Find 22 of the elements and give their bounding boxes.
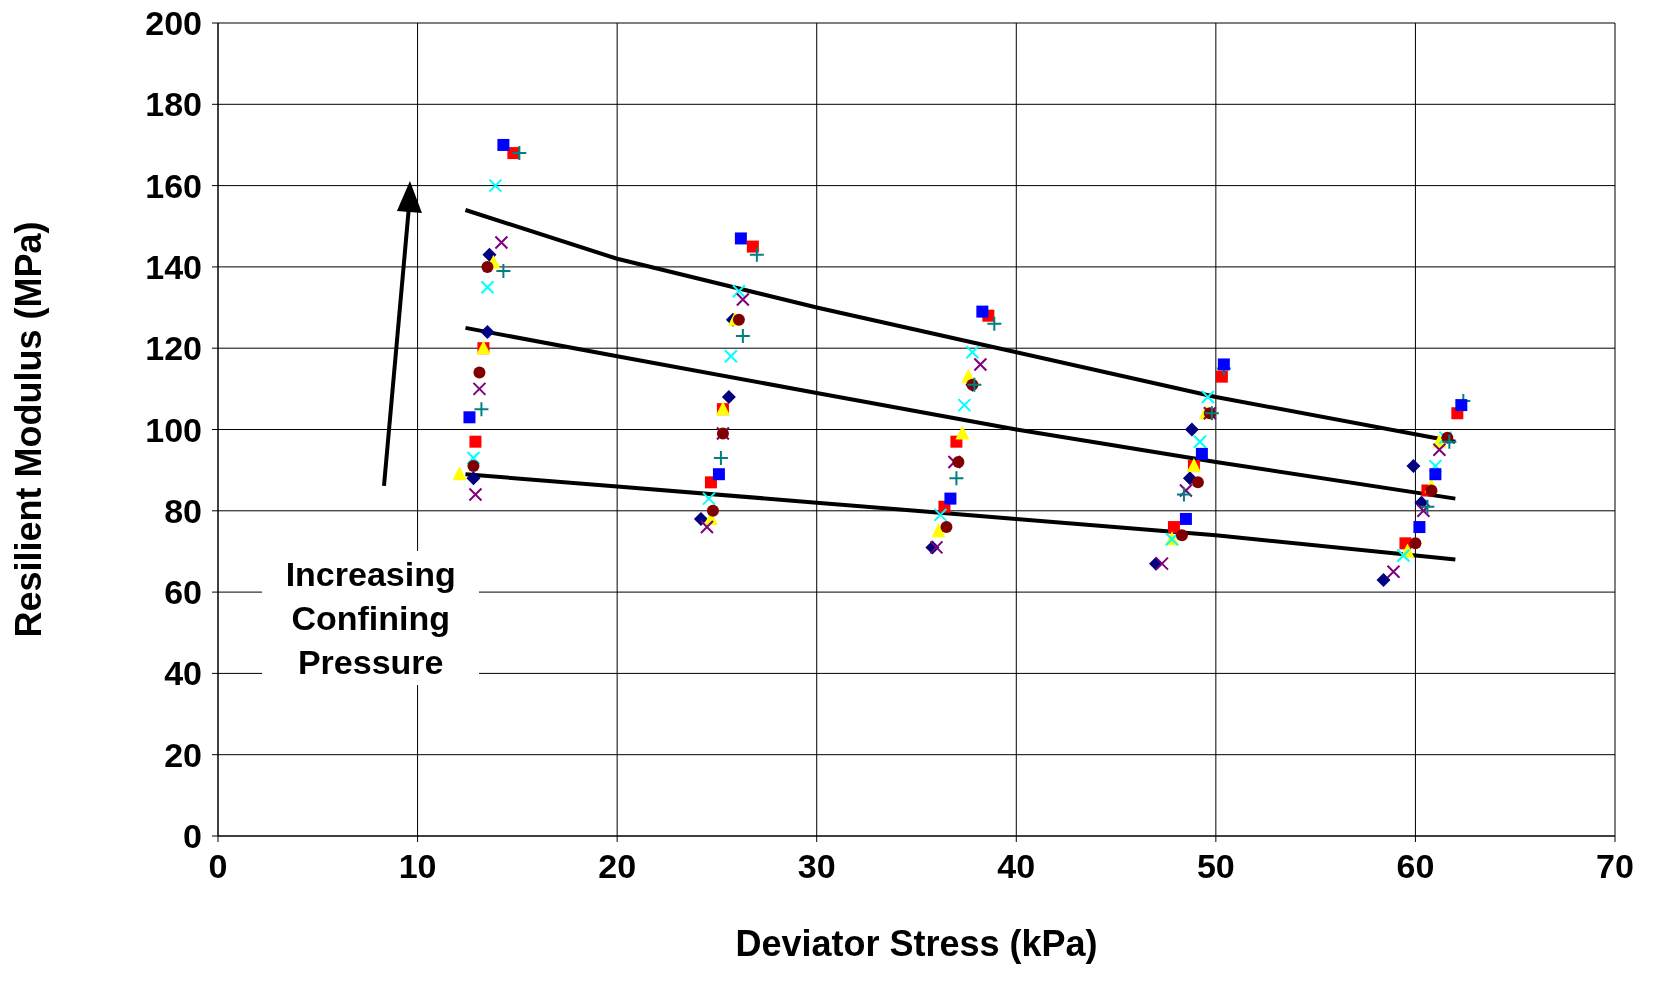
x-axis-title: Deviator Stress (kPa) (735, 923, 1098, 964)
y-tick-label: 120 (145, 329, 202, 368)
y-tick-label: 0 (183, 817, 202, 856)
y-axis-title: Resilient Modulus (MPa) (7, 221, 49, 638)
x-tick-label: 60 (1396, 847, 1435, 886)
x-tick-label: 30 (797, 847, 836, 886)
x-tick-label: 10 (398, 847, 437, 886)
y-tick-label: 40 (164, 654, 202, 693)
y-tick-label: 60 (164, 573, 202, 612)
x-tick-label: 70 (1596, 847, 1634, 886)
x-tick-label: 20 (598, 847, 637, 886)
x-tick-label: 40 (997, 847, 1036, 886)
y-tick-label: 160 (145, 166, 202, 205)
x-tick-label: 50 (1196, 847, 1235, 886)
annotation: Increasing Confining Pressure (261, 552, 480, 685)
y-tick-label: 180 (145, 85, 202, 124)
y-tick-label: 140 (145, 247, 202, 286)
x-tick-label: 0 (208, 847, 228, 886)
y-tick-label: 200 (145, 4, 202, 43)
y-tick-label: 80 (164, 491, 202, 530)
y-tick-label: 100 (145, 410, 202, 449)
y-tick-label: 20 (164, 735, 202, 774)
